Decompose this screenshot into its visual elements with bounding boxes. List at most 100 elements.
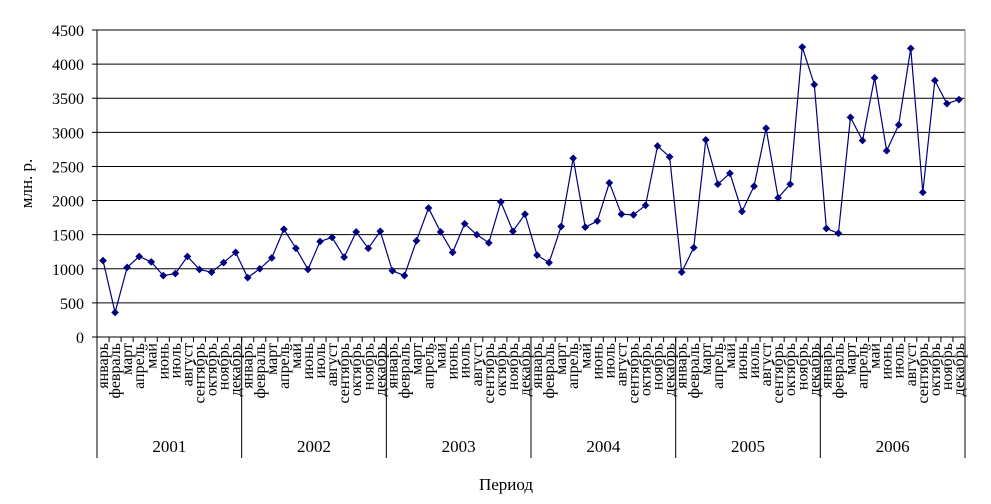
data-point <box>412 236 421 245</box>
data-point <box>870 73 879 82</box>
x-axis: январьфевральмартапрельмайиюньиюльавгуст… <box>95 336 968 458</box>
x-tick-label: декабрь <box>517 343 534 396</box>
x-tick-label: март <box>842 343 859 375</box>
x-tick-label: октябрь <box>782 343 799 396</box>
data-point <box>219 258 228 267</box>
x-tick-label: сентябрь <box>481 343 498 404</box>
data-point <box>617 210 626 219</box>
x-tick-label: август <box>613 343 630 386</box>
data-point <box>424 204 433 213</box>
y-tick-label: 4000 <box>52 57 84 74</box>
data-point <box>352 227 361 236</box>
data-point <box>316 237 324 246</box>
y-tick-label: 500 <box>60 296 84 313</box>
x-tick-label: август <box>758 343 775 386</box>
x-tick-label: сентябрь <box>915 343 932 404</box>
y-tick-label: 1500 <box>52 228 84 245</box>
x-tick-label: июнь <box>589 343 606 379</box>
data-point <box>955 95 963 104</box>
x-tick-label: октябрь <box>493 343 510 396</box>
data-point <box>701 135 710 144</box>
x-tick-label: ноябрь <box>939 343 956 390</box>
year-label: 2005 <box>731 437 765 456</box>
data-point <box>882 146 891 155</box>
y-tick-label: 1000 <box>52 262 84 279</box>
year-label: 2006 <box>876 437 910 456</box>
data-point <box>762 124 771 133</box>
data-point <box>484 238 493 247</box>
x-tick-label: май <box>143 343 160 369</box>
x-tick-label: июль <box>601 343 618 378</box>
y-axis: 0 500 1000 1500 2000 2500 3000 3500 4000 4500 <box>52 23 98 347</box>
data-point <box>689 243 698 252</box>
x-tick-label: май <box>722 343 739 369</box>
y-tick-label: 3500 <box>52 91 84 108</box>
data-point <box>605 178 614 187</box>
data-point <box>508 227 517 236</box>
data-point <box>930 76 939 85</box>
x-tick-label: май <box>867 343 884 369</box>
x-axis-title: Период <box>479 475 533 494</box>
data-point <box>653 142 662 150</box>
x-tick-label: сентябрь <box>336 343 353 404</box>
data-point <box>448 248 457 257</box>
x-tick-label: апрель <box>565 343 582 389</box>
x-tick-label: декабрь <box>951 343 968 396</box>
x-tick-label: февраль <box>686 343 703 399</box>
series-path <box>102 46 960 313</box>
x-tick-label: январь <box>529 343 546 389</box>
data-point <box>279 225 288 234</box>
x-tick-label: ноябрь <box>794 343 811 390</box>
x-tick-label: декабрь <box>806 343 823 396</box>
x-tick-label: декабрь <box>372 343 389 396</box>
data-point <box>798 43 807 52</box>
data-point <box>858 136 867 145</box>
x-tick-label: февраль <box>396 343 413 399</box>
data-point <box>304 265 312 274</box>
data-point <box>557 222 566 231</box>
data-point <box>918 188 927 197</box>
x-tick-label: март <box>553 343 570 375</box>
data-point <box>111 308 120 317</box>
x-tick-label: ноябрь <box>216 343 233 390</box>
data-point <box>641 201 650 210</box>
x-tick-label: ноябрь <box>650 343 667 390</box>
data-point <box>183 252 192 261</box>
x-tick-label: октябрь <box>348 343 365 396</box>
x-tick-label: октябрь <box>638 343 655 396</box>
data-point <box>677 268 686 277</box>
y-axis-title: млн. р. <box>17 159 36 209</box>
x-tick-label: февраль <box>541 343 558 399</box>
x-tick-label: июль <box>457 343 474 378</box>
x-tick-label: август <box>903 343 920 386</box>
data-point <box>665 152 674 161</box>
data-point <box>243 273 252 282</box>
x-tick-label: август <box>469 343 486 386</box>
x-tick-label: апрель <box>276 343 293 389</box>
x-tick-label: январь <box>95 343 112 389</box>
y-tick-label: 4500 <box>52 23 84 40</box>
x-tick-label: июль <box>167 343 184 378</box>
data-point <box>340 253 349 262</box>
data-point <box>376 227 385 236</box>
x-tick-label: июнь <box>155 343 172 379</box>
data-point <box>436 227 445 236</box>
x-tick-label: август <box>324 343 341 386</box>
data-point <box>159 271 168 280</box>
data-point <box>388 266 397 275</box>
x-tick-label: декабрь <box>662 343 679 396</box>
data-point <box>810 80 819 89</box>
series-line <box>99 43 963 317</box>
year-label: 2004 <box>586 437 621 456</box>
x-tick-label: март <box>698 343 715 375</box>
y-tick-label: 2500 <box>52 159 84 176</box>
x-tick-label: июнь <box>445 343 462 379</box>
x-tick-label: сентябрь <box>191 343 208 404</box>
x-tick-label: февраль <box>830 343 847 399</box>
data-point <box>629 210 638 219</box>
data-point <box>255 264 264 273</box>
data-point <box>328 233 337 242</box>
gridlines <box>97 29 966 338</box>
x-tick-label: январь <box>818 343 835 389</box>
